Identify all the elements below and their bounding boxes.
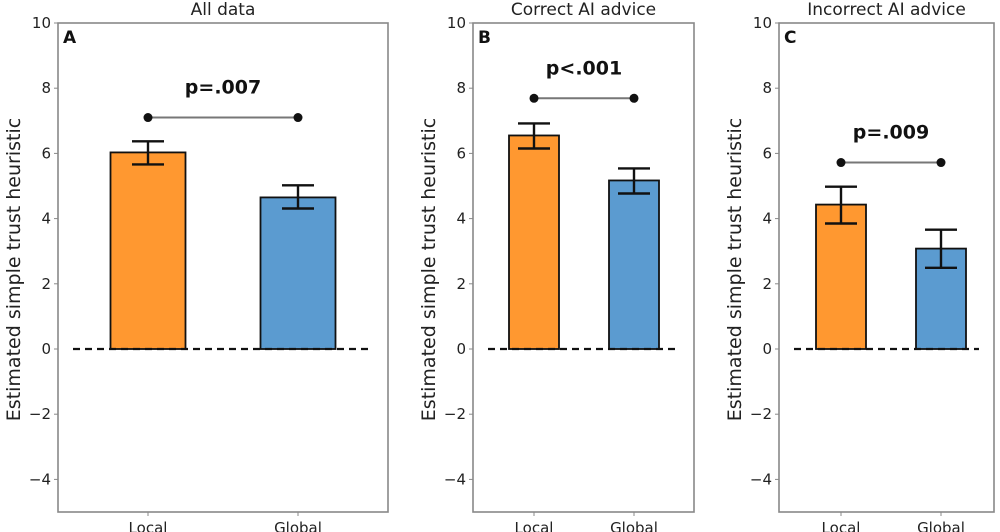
y-tick-label: 6	[456, 144, 466, 162]
x-tick-label: Global	[917, 519, 965, 532]
y-tick-label: 10	[447, 14, 466, 32]
y-tick-label: 4	[456, 210, 466, 228]
x-tick-label: Global	[274, 519, 322, 532]
y-tick-label: 8	[41, 79, 51, 97]
panel-label: C	[784, 28, 796, 48]
panel-title: Incorrect AI advice	[807, 0, 966, 20]
bar-global	[608, 179, 660, 350]
y-tick-label: 4	[762, 210, 772, 228]
bar-global	[259, 196, 337, 350]
significance-dot	[529, 93, 539, 103]
bar-local	[508, 134, 560, 350]
y-tick-label: 8	[456, 79, 466, 97]
panel-a: All data A Estimated simple trust heuristi…	[3, 0, 389, 532]
y-tick-label: 8	[762, 79, 772, 97]
axes-frame	[472, 22, 695, 513]
significance-dot	[836, 158, 846, 168]
panel-b: Correct AI advice B Estimated simple trust…	[418, 0, 695, 532]
x-tick-label: Local	[515, 519, 554, 532]
y-tick-label: 6	[41, 144, 51, 162]
y-tick-label: −2	[750, 405, 772, 423]
panel-label: B	[478, 28, 491, 48]
y-tick-label: 6	[762, 144, 772, 162]
y-tick-label: 2	[456, 275, 466, 293]
panel-label: A	[63, 28, 77, 48]
y-axis-label: Estimated simple trust heuristic	[724, 118, 746, 421]
significance-dot	[293, 113, 303, 123]
p-value-label: p=.007	[185, 77, 261, 99]
bar-local	[109, 151, 187, 350]
y-tick-label: 4	[41, 210, 51, 228]
y-tick-label: 2	[41, 275, 51, 293]
panel-title: Correct AI advice	[511, 0, 656, 20]
p-value-label: p=.009	[853, 122, 929, 144]
y-tick-label: −2	[29, 405, 51, 423]
panel-title: All data	[191, 0, 256, 20]
y-axis-label: Estimated simple trust heuristic	[418, 118, 440, 421]
y-axis-label: Estimated simple trust heuristic	[3, 118, 25, 421]
y-tick-label: 0	[41, 340, 51, 358]
x-tick-label: Global	[610, 519, 658, 532]
y-tick-label: 10	[753, 14, 772, 32]
y-tick-label: 0	[456, 340, 466, 358]
significance-dot	[629, 93, 639, 103]
y-tick-label: −4	[444, 470, 466, 488]
y-tick-label: 2	[762, 275, 772, 293]
significance-dot	[936, 158, 946, 168]
y-tick-label: −2	[444, 405, 466, 423]
significance-dot	[143, 113, 153, 123]
y-tick-label: 0	[762, 340, 772, 358]
p-value-label: p<.001	[546, 57, 622, 79]
y-tick-label: −4	[750, 470, 772, 488]
panel-c: Incorrect AI advice C Estimated simple tru…	[724, 0, 995, 532]
bar-local	[815, 203, 867, 350]
y-tick-label: −4	[29, 470, 51, 488]
y-tick-label: 10	[32, 14, 51, 32]
x-tick-label: Local	[129, 519, 168, 532]
x-tick-label: Local	[822, 519, 861, 532]
